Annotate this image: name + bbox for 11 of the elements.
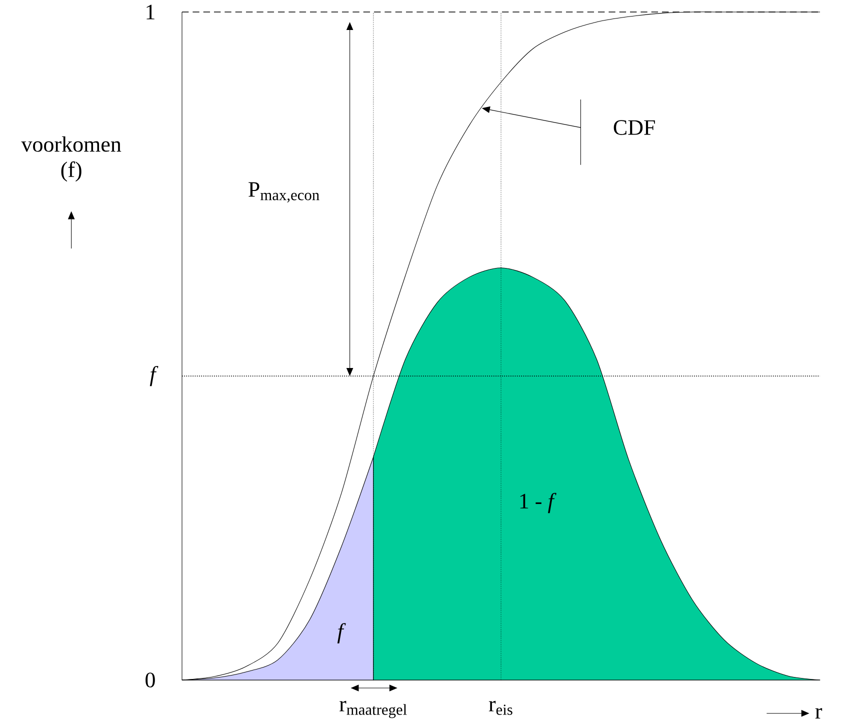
x-axis-title: r bbox=[815, 708, 822, 719]
x-tick-label: $\text{r}_{\text{maatregel}}$ bbox=[339, 700, 407, 718]
y-axis-title: voorkomen (f) bbox=[21, 136, 122, 182]
y-tick-label: f bbox=[150, 366, 158, 386]
annotation: CDF bbox=[614, 120, 655, 135]
y-tick-label: 1 bbox=[146, 4, 154, 20]
annotation: $\text{P}_{\text{max,econ}}$ bbox=[248, 182, 320, 202]
y-tick-label: 0 bbox=[146, 672, 155, 688]
annotation: f bbox=[337, 623, 346, 644]
x-tick-label: $\text{r}_{\text{eis}}$ bbox=[488, 700, 512, 715]
annotation: 1 - f bbox=[520, 492, 556, 514]
